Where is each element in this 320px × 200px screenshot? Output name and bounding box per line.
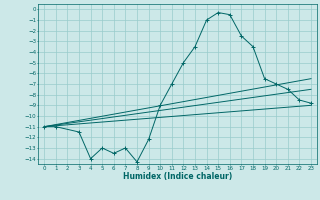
X-axis label: Humidex (Indice chaleur): Humidex (Indice chaleur) <box>123 172 232 181</box>
